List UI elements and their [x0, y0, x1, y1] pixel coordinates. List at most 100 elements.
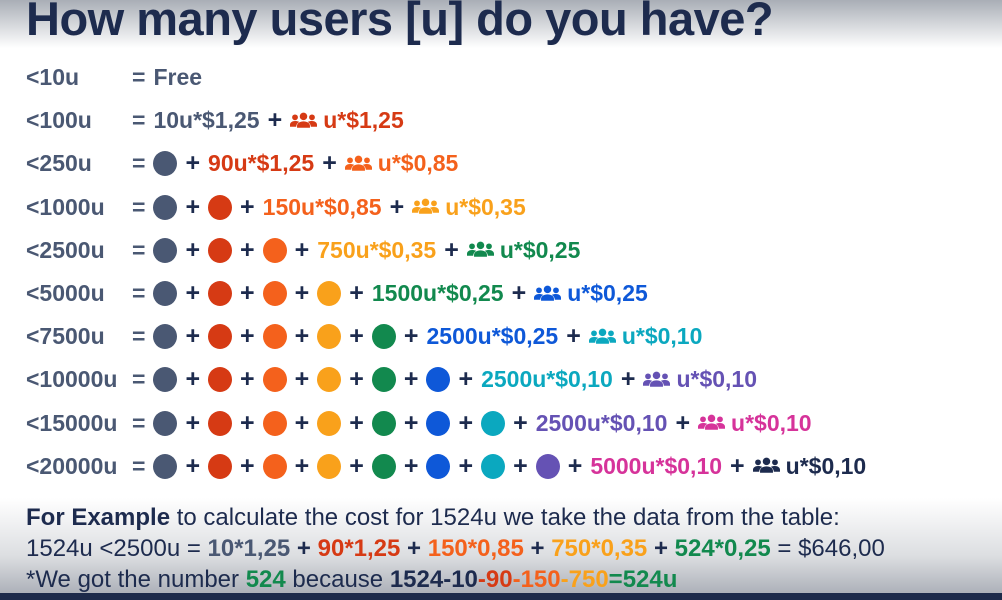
tier-dot-red	[208, 324, 233, 350]
plus-sign: +	[185, 451, 201, 480]
price-term: u*$0,35	[412, 194, 526, 221]
plus-sign: +	[403, 408, 419, 437]
price-term-text: 5000u*$0,10	[590, 452, 723, 479]
price-term: u*$1,25	[290, 107, 404, 134]
equals-sign: =	[132, 236, 146, 263]
price-term-text: Free	[153, 64, 203, 91]
price-term-text: u*$0,10	[785, 452, 867, 479]
tier-dot-teal	[481, 453, 506, 479]
example-segment: +	[523, 535, 552, 562]
tier-row: <2500u = + + +750u*$0,35 + u*$0,25	[26, 229, 996, 272]
price-term: 150u*$0,85	[263, 194, 382, 221]
tier-dot-amber	[317, 324, 342, 350]
tier-label: <250u	[26, 150, 92, 177]
price-term: 750u*$0,35	[317, 237, 436, 264]
tier-label: <1000u	[26, 193, 105, 220]
equals-sign: =	[132, 409, 146, 436]
example-segment: -90	[477, 566, 513, 593]
plus-sign: +	[185, 365, 201, 394]
tier-dot-slate	[153, 281, 178, 307]
plus-sign: +	[403, 365, 419, 394]
tier-row: <10u = Free	[26, 56, 996, 99]
plus-sign: +	[566, 322, 581, 351]
price-term-text: u*$0,25	[499, 236, 581, 263]
plus-sign: +	[240, 192, 255, 221]
tier-label: <5000u	[26, 280, 105, 307]
price-term: 2500u*$0,10	[536, 410, 668, 437]
price-term-text: u*$0,25	[567, 280, 648, 307]
example-segment: For Example	[26, 504, 171, 531]
plus-sign: +	[294, 408, 310, 437]
equals-sign: =	[132, 193, 146, 220]
plus-sign: +	[240, 279, 255, 308]
plus-sign: +	[240, 235, 255, 264]
tier-row: <5000u = + + + +1500u*$0,25 + u*$0,25	[26, 272, 996, 315]
tier-dot-green	[371, 324, 396, 350]
plus-sign: +	[349, 322, 364, 351]
example-segment: -750	[560, 566, 609, 593]
plus-sign: +	[349, 451, 364, 480]
price-term-text: 750u*$0,35	[317, 236, 437, 263]
tier-row: <100u = 10u*$1,25 + u*$1,25	[26, 99, 996, 142]
price-term: 90u*$1,25	[208, 150, 314, 177]
example-segment: 150*0,85	[427, 535, 524, 562]
plus-sign: +	[389, 192, 405, 221]
example-segment: to calculate the cost for 1524u we take …	[170, 504, 840, 531]
users-icon	[698, 413, 726, 433]
tier-dot-orange	[262, 367, 287, 393]
plus-sign: +	[513, 451, 528, 480]
example-segment: 10*1,25	[207, 535, 291, 562]
example-line: 1524u <2500u = 10*1,25 + 90*1,25 + 150*0…	[26, 533, 992, 564]
price-term: u*$0,85	[344, 150, 458, 177]
example-segment: =524u	[608, 566, 678, 593]
tier-row: <10000u = + + + + + +2500u*$0,10 + u*$0,10	[26, 358, 996, 401]
price-term: u*$0,10	[698, 410, 812, 437]
example-segment: 1524-10	[389, 566, 478, 593]
example-segment: +	[647, 535, 675, 562]
plus-sign: +	[403, 322, 419, 351]
price-term-text: u*$0,35	[445, 193, 526, 220]
tier-label: <10000u	[26, 366, 118, 393]
plus-sign: +	[185, 279, 201, 308]
example-segment: 524*0,25	[674, 535, 771, 562]
tier-dot-blue	[426, 410, 451, 436]
tier-dot-blue	[426, 453, 451, 479]
tier-dot-slate	[153, 410, 178, 436]
price-term: 1500u*$0,25	[372, 280, 504, 307]
example-section: For Example to calculate the cost for 15…	[26, 502, 992, 595]
plus-sign: +	[185, 149, 201, 178]
plus-sign: +	[567, 451, 583, 480]
users-icon	[344, 154, 372, 174]
page-title: How many users [u] do you have?	[26, 0, 774, 45]
tier-row: <1000u = + +150u*$0,85 + u*$0,35	[26, 186, 996, 229]
tier-dot-amber	[317, 410, 342, 436]
tier-dot-green	[371, 410, 396, 436]
plus-sign: +	[349, 365, 364, 394]
plus-sign: +	[349, 408, 364, 437]
price-term: u*$0,10	[643, 366, 757, 393]
users-icon	[412, 197, 440, 217]
tier-label: <15000u	[26, 409, 118, 436]
tier-row: <20000u = + + + + + + + +5000u*$0,10 + u*$0,10	[26, 445, 996, 488]
users-icon	[466, 240, 494, 260]
plus-sign: +	[458, 408, 474, 437]
equals-sign: =	[132, 452, 146, 479]
tier-row: <250u = +90u*$1,25 + u*$0,85	[26, 142, 996, 185]
price-term: u*$0,25	[466, 236, 581, 264]
plus-sign: +	[675, 408, 691, 437]
example-line: *We got the number 524 because 1524-10-9…	[26, 564, 992, 595]
pricing-tier-list: <10u = Free <100u = 10u*$1,25 + u*$1,25 <250u = +9…	[26, 56, 996, 488]
price-term-text: u*$0,10	[731, 409, 812, 436]
tier-dot-amber	[317, 453, 342, 479]
tier-row: <15000u = + + + + + + +2500u*$0,10 + u*$0,10	[26, 402, 996, 445]
price-term: Free	[153, 64, 202, 91]
price-term: 2500u*$0,25	[426, 323, 558, 350]
tier-dot-teal	[481, 410, 506, 436]
price-term: 10u*$1,25	[153, 107, 259, 134]
price-term: 5000u*$0,10	[590, 453, 722, 480]
equals-sign: =	[132, 280, 146, 307]
plus-sign: +	[511, 279, 527, 308]
tier-dot-orange	[262, 410, 287, 436]
example-segment: +	[400, 535, 428, 562]
tier-label: <20000u	[26, 452, 118, 479]
